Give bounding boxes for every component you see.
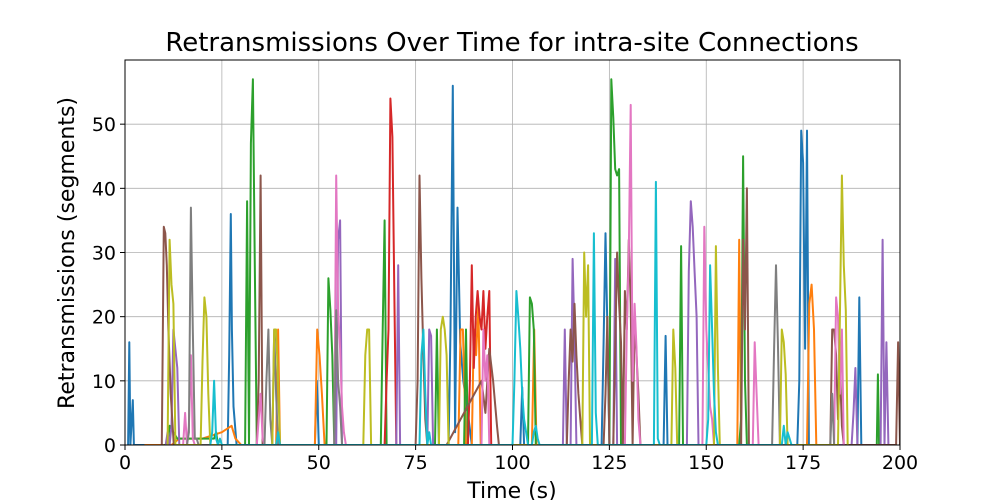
y-tick-label-5: 50 bbox=[92, 114, 116, 136]
y-axis-label: Retransmissions (segments) bbox=[55, 97, 80, 409]
series-line-1 bbox=[144, 238, 818, 445]
tick-labels: 0 25 50 75 100 125 150 175 200 0 10 20 30 40 50 bbox=[92, 114, 918, 474]
series-line-4 bbox=[164, 200, 890, 445]
y-tick-label-3: 30 bbox=[92, 243, 116, 265]
y-tick-label-0: 0 bbox=[104, 435, 116, 457]
series-line-5 bbox=[160, 174, 900, 445]
series-line-2 bbox=[163, 78, 881, 445]
x-tick-label-5: 125 bbox=[591, 452, 627, 474]
x-axis-label: Time (s) bbox=[466, 479, 556, 500]
x-tick-label-1: 25 bbox=[210, 452, 234, 474]
series-line-9 bbox=[209, 180, 796, 445]
grid bbox=[124, 60, 901, 446]
x-tick-label-0: 0 bbox=[119, 452, 131, 474]
plot-area bbox=[127, 78, 900, 445]
axes bbox=[120, 59, 901, 450]
y-tick-label-1: 10 bbox=[92, 371, 116, 393]
x-tick-label-8: 200 bbox=[882, 452, 918, 474]
series-line-3 bbox=[383, 97, 493, 445]
x-tick-label-6: 150 bbox=[688, 452, 724, 474]
y-tick-label-2: 20 bbox=[92, 307, 116, 329]
x-tick-label-4: 100 bbox=[494, 452, 530, 474]
x-tick-label-3: 75 bbox=[404, 452, 428, 474]
series-line-8 bbox=[166, 174, 849, 445]
chart-title: Retransmissions Over Time for intra-site… bbox=[165, 28, 858, 58]
series-line-7 bbox=[186, 206, 836, 445]
x-tick-label-7: 175 bbox=[785, 452, 821, 474]
y-tick-label-4: 40 bbox=[92, 178, 116, 200]
series-line-6 bbox=[182, 103, 845, 445]
x-tick-label-2: 50 bbox=[307, 452, 331, 474]
